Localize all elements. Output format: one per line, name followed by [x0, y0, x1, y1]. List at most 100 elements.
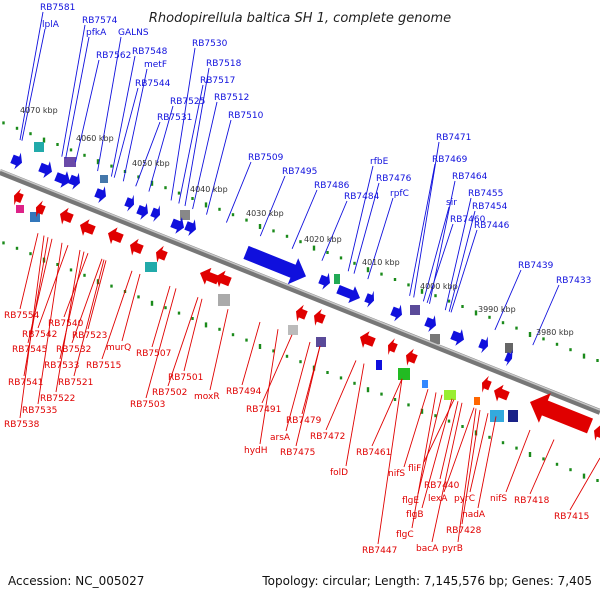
- forward-gene-arrow: [364, 290, 374, 308]
- gene-label-leader: [167, 297, 199, 387]
- track-dot: [488, 435, 491, 439]
- gene-label: RB7533: [44, 361, 79, 371]
- gene-label: RB7544: [135, 79, 171, 89]
- gene-label-leader: [321, 200, 348, 261]
- track-dot: [542, 337, 545, 341]
- track-dot: [83, 153, 86, 157]
- feature-box: [376, 360, 382, 370]
- track-dot: [204, 322, 208, 328]
- track-dot: [272, 229, 275, 233]
- feature-box: [288, 325, 298, 335]
- track-dot: [407, 403, 410, 407]
- gene-label-leader: [261, 334, 293, 404]
- forward-gene-arrow: [450, 329, 464, 346]
- gene-label: RB7486: [314, 181, 350, 191]
- track-dot: [69, 268, 73, 272]
- kbp-label: 4060 kbp: [76, 134, 114, 143]
- track-dot: [339, 376, 343, 380]
- gene-label: RB7471: [436, 133, 471, 143]
- reverse-gene-arrow: [60, 207, 74, 225]
- track-dot: [461, 305, 464, 308]
- gene-label: RB7581: [40, 3, 75, 13]
- gene-label-leader: [409, 163, 436, 296]
- genome-backbone: [0, 169, 600, 415]
- gene-labels: RB7581 lplA RB7574 pfkA GALNS RB7562 RB7548 met…: [4, 3, 600, 556]
- reverse-gene-arrow: [314, 309, 326, 326]
- reverse-gene-arrow: [216, 270, 232, 288]
- feature-box: [444, 390, 456, 400]
- gene-label-leader: [61, 24, 86, 157]
- track-dot: [461, 425, 464, 428]
- track-dot: [258, 224, 262, 229]
- track-dot: [15, 126, 19, 130]
- forward-gene-arrow: [390, 304, 402, 322]
- track-dot: [353, 261, 356, 265]
- forward-gene-arrow: [10, 152, 22, 170]
- feature-box: [34, 142, 44, 152]
- gene-label: RB7541: [8, 378, 43, 388]
- kbp-label: 4030 kbp: [246, 209, 284, 218]
- track-dot: [555, 462, 559, 466]
- feature-box: [145, 262, 157, 272]
- gene-label-leader: [431, 402, 463, 543]
- gene-label-leader: [19, 11, 44, 141]
- feature-box: [334, 274, 340, 284]
- forward-gene-arrow: [54, 171, 70, 188]
- gene-label-leader: [325, 360, 357, 431]
- gene-label: nadA: [462, 510, 486, 520]
- track-dot: [191, 197, 194, 200]
- track-dot: [542, 457, 545, 461]
- gene-label: RB7510: [228, 111, 264, 121]
- gene-label: RB7454: [472, 202, 508, 212]
- gene-label: RB7494: [226, 387, 262, 397]
- gene-label: RB7542: [22, 330, 57, 340]
- gene-label-leader: [403, 389, 429, 468]
- gene-label: pfkA: [86, 28, 107, 38]
- track-dot: [137, 295, 140, 299]
- track-dot: [528, 332, 532, 337]
- gene-label-leader: [347, 165, 374, 272]
- gene-label-leader: [63, 253, 89, 318]
- track-dot: [83, 273, 86, 277]
- feature-box: [508, 410, 518, 422]
- forward-gene-arrow: [38, 161, 52, 178]
- gene-label-leader: [295, 345, 321, 447]
- reverse-gene-arrow: [14, 188, 24, 206]
- kbp-label: 4020 kbp: [304, 235, 342, 244]
- track-dot: [528, 452, 532, 457]
- track-dot: [407, 283, 410, 287]
- gene-label-leader: [457, 408, 477, 543]
- track-dot: [555, 342, 559, 346]
- reverse-gene-arrow: [530, 393, 593, 434]
- gene-label-leader: [532, 284, 560, 346]
- track-dot: [56, 143, 59, 146]
- track-dot: [326, 371, 329, 374]
- gene-label: nifS: [388, 469, 405, 479]
- gene-label: RB7535: [22, 406, 57, 416]
- kbp-label: 4000 kbp: [420, 282, 458, 291]
- gene-label-leader: [439, 401, 459, 480]
- gene-label: rfbE: [370, 157, 389, 167]
- reverse-gene-arrow: [360, 331, 376, 348]
- gene-label: RB7522: [40, 394, 75, 404]
- gene-label: RB7484: [344, 192, 380, 202]
- gene-label-leader: [135, 121, 161, 187]
- gene-label: folD: [330, 468, 348, 478]
- track-dot: [285, 234, 289, 238]
- track-dot: [569, 468, 572, 472]
- gene-label: RB7521: [58, 378, 93, 388]
- track-dot: [110, 284, 113, 288]
- track-dot: [596, 359, 599, 362]
- gene-label: nifS: [490, 494, 507, 504]
- gene-label-leader: [183, 298, 203, 372]
- map-title: Rhodopirellula baltica SH 1, complete ge…: [149, 11, 451, 26]
- gene-label-leader: [259, 329, 279, 445]
- forward-gene-arrow: [150, 205, 160, 222]
- gene-label: flgE: [402, 496, 419, 506]
- track-dot: [596, 479, 599, 482]
- forward-gene-arrow: [243, 245, 306, 285]
- track-dot: [150, 300, 154, 306]
- gene-label: RB7495: [282, 167, 317, 177]
- gene-label-leader: [192, 101, 218, 210]
- kbp-scale-labels: 4070 kbp 4060 kbp 4050 kbp 4040 kbp 4030 kbp…: [20, 106, 574, 337]
